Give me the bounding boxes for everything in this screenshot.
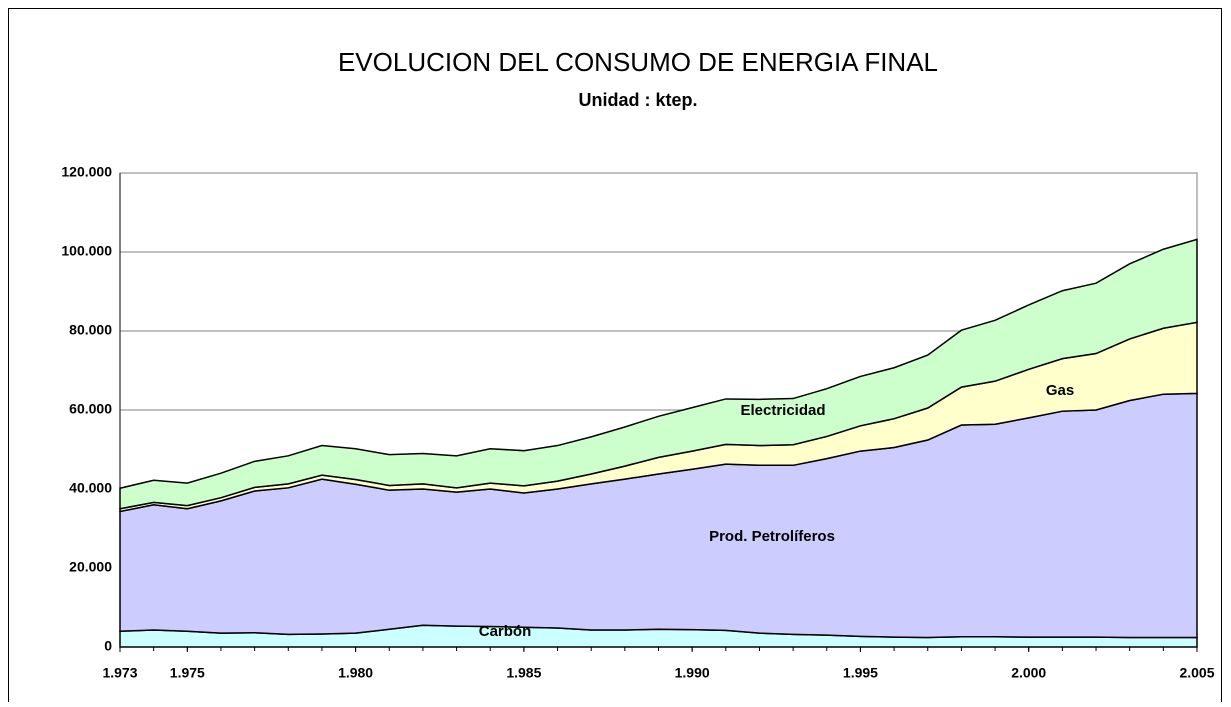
- y-tick-label: 100.000: [61, 243, 112, 259]
- chart-title: EVOLUCION DEL CONSUMO DE ENERGIA FINAL: [338, 47, 938, 77]
- y-tick-label: 60.000: [69, 401, 112, 417]
- x-tick-label: 1.973: [102, 665, 137, 681]
- y-tick-label: 40.000: [69, 480, 112, 496]
- chart-subtitle: Unidad : ktep.: [578, 90, 697, 110]
- x-tick-label: 2.005: [1179, 665, 1214, 681]
- y-tick-label: 0: [104, 638, 112, 654]
- series-label: Gas: [1046, 382, 1074, 399]
- series-label: Electricidad: [740, 402, 825, 419]
- x-tick-label: 2.000: [1011, 665, 1046, 681]
- x-tick-label: 1.980: [338, 665, 373, 681]
- x-tick-label: 1.995: [843, 665, 878, 681]
- y-tick-label: 20.000: [69, 559, 112, 575]
- series-label: Prod. Petrolíferos: [709, 528, 835, 545]
- area: [119, 238, 1198, 510]
- x-tick-label: 1.990: [675, 665, 710, 681]
- x-tick-label: 1.975: [170, 665, 205, 681]
- x-tick-label: 1.985: [506, 665, 541, 681]
- y-tick-label: 120.000: [61, 164, 112, 180]
- series-label: Carbón: [479, 623, 532, 640]
- y-tick-label: 80.000: [69, 322, 112, 338]
